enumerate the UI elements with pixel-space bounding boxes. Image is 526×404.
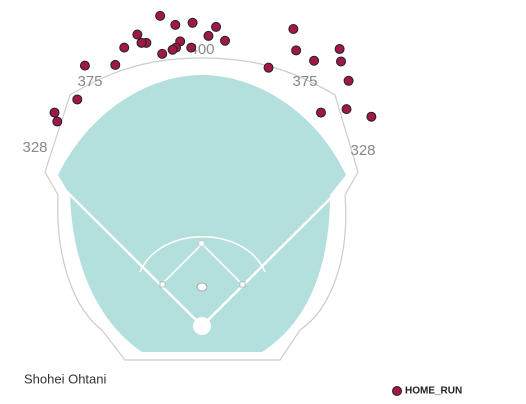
home-run-point: [187, 17, 198, 28]
home-run-point: [79, 60, 90, 71]
field-label: 328: [22, 139, 47, 156]
home-run-point: [155, 10, 166, 21]
home-run-point: [157, 48, 168, 59]
field-label: 400: [189, 41, 214, 58]
home-run-point: [220, 35, 231, 46]
home-run-point: [336, 56, 347, 67]
home-run-point: [110, 59, 121, 70]
home-run-point: [343, 75, 354, 86]
home-run-point: [167, 44, 178, 55]
home-run-point: [119, 42, 130, 53]
field: [44, 57, 359, 361]
field-label: 328: [350, 142, 375, 159]
home-run-point: [315, 107, 326, 118]
home-run-point: [309, 55, 320, 66]
field-label: 375: [77, 73, 102, 90]
field-label: 375: [292, 73, 317, 90]
home-run-point: [288, 24, 299, 35]
home-run-point: [170, 19, 181, 30]
player-name: Shohei Ohtani: [24, 371, 107, 386]
home-run-point: [291, 45, 302, 56]
home-run-point: [72, 94, 83, 105]
points: [49, 10, 377, 127]
home-run-point: [203, 30, 214, 41]
home-run-point: [132, 29, 143, 40]
home-run-point: [52, 116, 63, 127]
home-run-point: [49, 107, 60, 118]
home-run-point: [366, 111, 377, 122]
home-run-point: [341, 104, 352, 115]
home-run-point: [211, 21, 222, 32]
home-run-point: [334, 44, 345, 55]
home-run-point: [186, 42, 197, 53]
legend-label: HOME_RUN: [405, 386, 462, 397]
home-run-point: [263, 62, 274, 73]
legend-marker: [392, 386, 402, 396]
home-run-point: [136, 37, 147, 48]
